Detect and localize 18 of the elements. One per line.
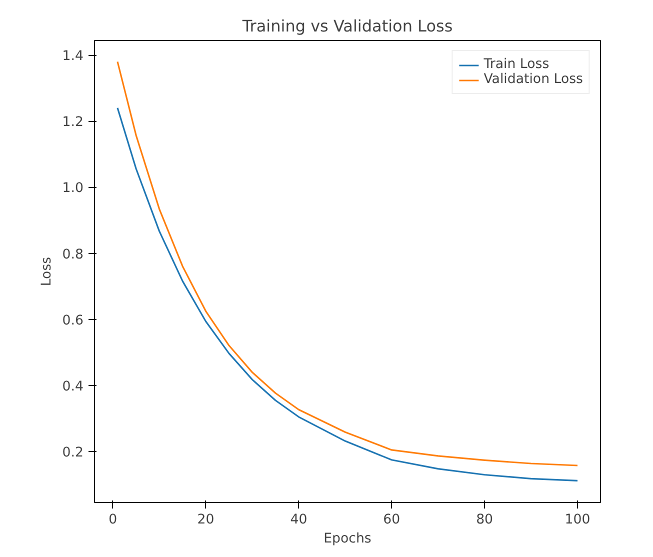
x-tick-label: 80 <box>476 512 494 528</box>
x-tick-label: 20 <box>197 512 214 528</box>
x-tick-label: 100 <box>564 512 590 528</box>
legend-label: Validation Loss <box>484 72 583 87</box>
y-tick-label: 0.6 <box>62 313 84 328</box>
y-tick-label: 1.4 <box>62 49 84 64</box>
x-tick-label: 0 <box>108 512 118 528</box>
x-tick-label: 60 <box>383 512 400 528</box>
y-tick-label: 0.4 <box>62 380 84 395</box>
y-tick-label: 1.0 <box>62 181 84 196</box>
y-tick-label: 0.2 <box>62 446 84 461</box>
x-tick-label: 40 <box>290 512 308 528</box>
y-axis-title: Loss <box>39 256 54 286</box>
y-tick-label: 1.2 <box>62 115 84 130</box>
y-tick-label: 0.8 <box>62 247 84 262</box>
legend-label: Train Loss <box>484 57 550 72</box>
x-axis-title: Epochs <box>324 532 372 546</box>
chart-title: Training vs Validation Loss <box>241 16 453 36</box>
